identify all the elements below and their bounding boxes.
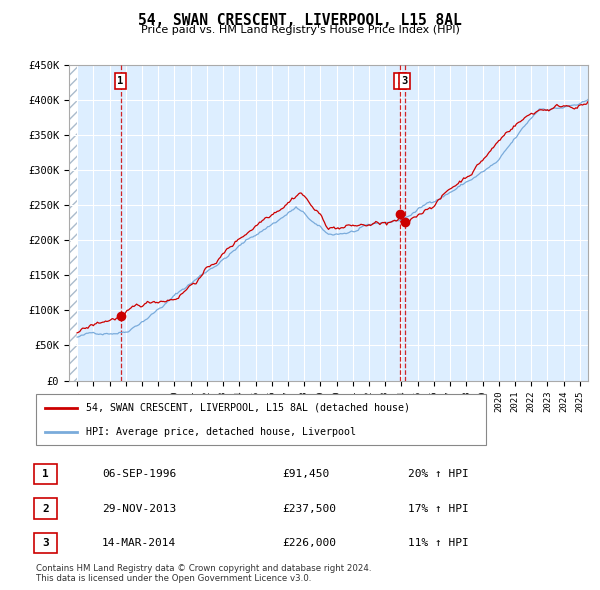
Text: HPI: Average price, detached house, Liverpool: HPI: Average price, detached house, Live…	[86, 428, 355, 437]
Text: 1: 1	[118, 76, 124, 86]
Text: £226,000: £226,000	[282, 538, 336, 548]
Text: 11% ↑ HPI: 11% ↑ HPI	[408, 538, 469, 548]
FancyBboxPatch shape	[34, 464, 57, 484]
Text: Contains HM Land Registry data © Crown copyright and database right 2024.
This d: Contains HM Land Registry data © Crown c…	[36, 563, 371, 583]
Text: 3: 3	[401, 76, 407, 86]
Text: 17% ↑ HPI: 17% ↑ HPI	[408, 504, 469, 513]
Text: 2: 2	[42, 504, 49, 513]
Text: 3: 3	[42, 538, 49, 548]
Text: 2: 2	[397, 76, 403, 86]
Text: 14-MAR-2014: 14-MAR-2014	[102, 538, 176, 548]
Text: £237,500: £237,500	[282, 504, 336, 513]
Text: 54, SWAN CRESCENT, LIVERPOOL, L15 8AL (detached house): 54, SWAN CRESCENT, LIVERPOOL, L15 8AL (d…	[86, 402, 409, 412]
FancyBboxPatch shape	[36, 394, 486, 445]
FancyBboxPatch shape	[34, 499, 57, 519]
Text: Price paid vs. HM Land Registry's House Price Index (HPI): Price paid vs. HM Land Registry's House …	[140, 25, 460, 35]
FancyBboxPatch shape	[34, 533, 57, 553]
Bar	[69, 65, 77, 381]
Text: 20% ↑ HPI: 20% ↑ HPI	[408, 470, 469, 479]
Text: 54, SWAN CRESCENT, LIVERPOOL, L15 8AL: 54, SWAN CRESCENT, LIVERPOOL, L15 8AL	[138, 13, 462, 28]
Text: 1: 1	[42, 470, 49, 479]
Text: £91,450: £91,450	[282, 470, 329, 479]
Text: 06-SEP-1996: 06-SEP-1996	[102, 470, 176, 479]
Text: 29-NOV-2013: 29-NOV-2013	[102, 504, 176, 513]
